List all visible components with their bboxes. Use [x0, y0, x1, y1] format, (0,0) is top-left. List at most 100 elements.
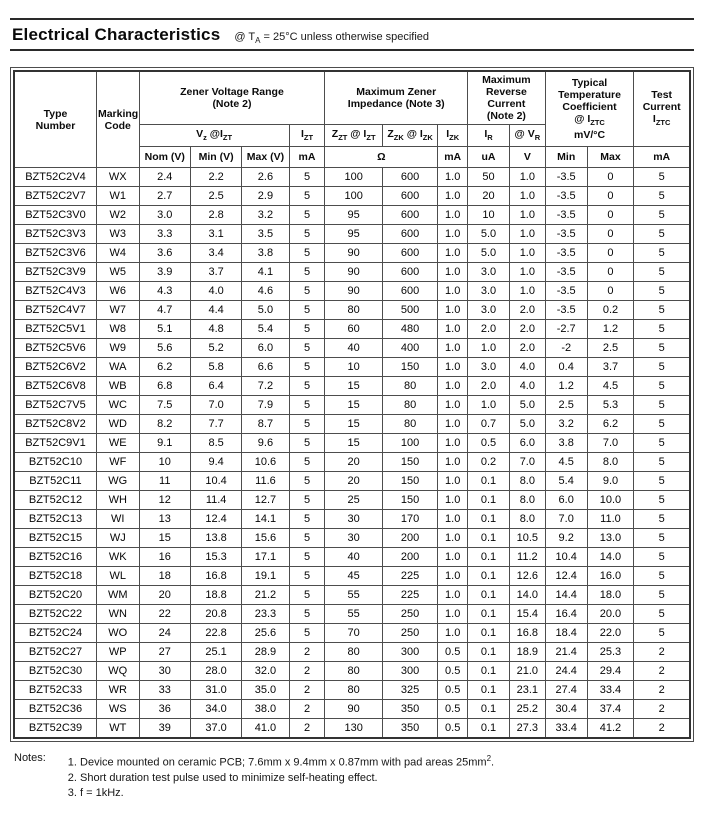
- cell-zzt: 100: [324, 186, 383, 207]
- cell-ir: 0.1: [467, 718, 510, 739]
- cell-vz-nom: 30: [138, 661, 191, 682]
- cell-izt: 5: [288, 585, 326, 606]
- cell-type-number: BZT52C2V7: [13, 186, 97, 207]
- cell-zzt: 55: [324, 585, 383, 606]
- cell-zzt: 90: [324, 281, 383, 302]
- cell-vz-nom: 15: [138, 528, 191, 549]
- cell-vr: 1.0: [508, 186, 546, 207]
- cell-vr: 16.8: [508, 623, 546, 644]
- cell-vz-min: 4.4: [189, 300, 243, 321]
- cell-tc-max: 14.0: [586, 547, 635, 568]
- cell-zzt: 40: [324, 338, 383, 359]
- cell-tc-min: 3.2: [544, 414, 588, 435]
- cell-type-number: BZT52C24: [13, 623, 97, 644]
- cell-izt: 5: [288, 547, 326, 568]
- cell-vr: 1.0: [508, 281, 546, 302]
- cell-type-number: BZT52C36: [13, 699, 97, 720]
- table-row: BZT52C12 WH 12 11.4 12.7 5 25 150 1.0 0.1 8.0 6.0 10…: [13, 490, 691, 511]
- table-row: BZT52C30 WQ 30 28.0 32.0 2 80 300 0.5 0.1 21.0 24.4…: [13, 661, 691, 682]
- cell-zzt: 25: [324, 490, 383, 511]
- table-row: BZT52C11 WG 11 10.4 11.6 5 20 150 1.0 0.1 8.0 5.4 9.…: [13, 471, 691, 492]
- cell-vz-max: 7.2: [241, 376, 290, 397]
- cell-tc-min: -3.5: [544, 300, 588, 321]
- table-row: BZT52C4V3 W6 4.3 4.0 4.6 5 90 600 1.0 3.0 1.0 -3.5 0…: [13, 281, 691, 302]
- unit-header-ohm: Ω: [324, 146, 439, 169]
- table-row: BZT52C3V6 W4 3.6 3.4 3.8 5 90 600 1.0 5.0 1.0 -3.5 0…: [13, 243, 691, 264]
- cell-vr: 2.0: [508, 338, 546, 359]
- cell-vr: 6.0: [508, 433, 546, 454]
- cell-vr: 27.3: [508, 718, 546, 739]
- cell-tc-max: 0: [586, 205, 635, 226]
- cell-iztc: 5: [633, 452, 691, 473]
- table-row: BZT52C24 WO 24 22.8 25.6 5 70 250 1.0 0.1 16.8 18.4…: [13, 623, 691, 644]
- cell-izk: 1.0: [437, 452, 469, 473]
- cell-tc-min: 3.8: [544, 433, 588, 454]
- cell-zzt: 10: [324, 357, 383, 378]
- table-row: BZT52C22 WN 22 20.8 23.3 5 55 250 1.0 0.1 15.4 16.4…: [13, 604, 691, 625]
- cell-vz-min: 31.0: [189, 680, 243, 701]
- cell-iztc: 5: [633, 414, 691, 435]
- cell-zzk: 600: [381, 186, 439, 207]
- cell-marking-code: W7: [95, 300, 140, 321]
- cell-vz-nom: 24: [138, 623, 191, 644]
- table-row: BZT52C13 WI 13 12.4 14.1 5 30 170 1.0 0.1 8.0 7.0 11…: [13, 509, 691, 530]
- cell-vr: 1.0: [508, 205, 546, 226]
- table-row: BZT52C3V9 W5 3.9 3.7 4.1 5 90 600 1.0 3.0 1.0 -3.5 0…: [13, 262, 691, 283]
- cell-tc-min: 27.4: [544, 680, 588, 701]
- group-header-max-reverse-current: Maximum Reverse Current (Note 2): [467, 70, 546, 126]
- col-header-ir: IR: [467, 124, 510, 148]
- cell-izt: 5: [288, 338, 326, 359]
- cell-izt: 5: [288, 205, 326, 226]
- cell-izt: 5: [288, 395, 326, 416]
- cell-ir: 0.1: [467, 471, 510, 492]
- cell-zzk: 325: [381, 680, 439, 701]
- cell-marking-code: W2: [95, 205, 140, 226]
- cell-vz-min: 8.5: [189, 433, 243, 454]
- cell-vr: 8.0: [508, 471, 546, 492]
- cell-ir: 0.1: [467, 585, 510, 606]
- cell-zzt: 15: [324, 376, 383, 397]
- cell-tc-min: 9.2: [544, 528, 588, 549]
- cell-iztc: 5: [633, 604, 691, 625]
- cell-izk: 1.0: [437, 224, 469, 245]
- cell-vr: 21.0: [508, 661, 546, 682]
- cell-izt: 5: [288, 566, 326, 587]
- electrical-characteristics-table: Type Number Marking Code Zener Voltage Ran…: [13, 70, 691, 740]
- cell-vz-min: 6.4: [189, 376, 243, 397]
- cell-vz-min: 20.8: [189, 604, 243, 625]
- cell-ir: 0.1: [467, 680, 510, 701]
- cell-izk: 1.0: [437, 414, 469, 435]
- cell-tc-min: 0.4: [544, 357, 588, 378]
- cell-vz-max: 10.6: [241, 452, 290, 473]
- cell-vz-min: 25.1: [189, 642, 243, 663]
- cell-izt: 5: [288, 262, 326, 283]
- cell-vr: 4.0: [508, 376, 546, 397]
- cell-vr: 1.0: [508, 262, 546, 283]
- cell-zzt: 20: [324, 452, 383, 473]
- cell-ir: 0.1: [467, 699, 510, 720]
- cell-vz-max: 19.1: [241, 566, 290, 587]
- cell-vr: 8.0: [508, 509, 546, 530]
- cell-vz-min: 5.8: [189, 357, 243, 378]
- cell-vz-min: 16.8: [189, 566, 243, 587]
- cell-zzk: 250: [381, 604, 439, 625]
- cell-zzk: 480: [381, 319, 439, 340]
- cell-izk: 1.0: [437, 338, 469, 359]
- cell-zzk: 250: [381, 623, 439, 644]
- cell-ir: 0.1: [467, 547, 510, 568]
- cell-iztc: 5: [633, 471, 691, 492]
- cell-tc-max: 0: [586, 262, 635, 283]
- cell-izk: 1.0: [437, 186, 469, 207]
- cell-ir: 0.7: [467, 414, 510, 435]
- cell-marking-code: WX: [95, 167, 140, 188]
- cell-zzk: 150: [381, 357, 439, 378]
- cell-vz-nom: 6.2: [138, 357, 191, 378]
- cell-type-number: BZT52C4V3: [13, 281, 97, 302]
- cell-izt: 5: [288, 452, 326, 473]
- table-row: BZT52C16 WK 16 15.3 17.1 5 40 200 1.0 0.1 11.2 10.4…: [13, 547, 691, 568]
- cell-izk: 1.0: [437, 528, 469, 549]
- cell-tc-min: 12.4: [544, 566, 588, 587]
- cell-tc-min: 10.4: [544, 547, 588, 568]
- cell-vz-min: 4.8: [189, 319, 243, 340]
- cell-tc-max: 3.7: [586, 357, 635, 378]
